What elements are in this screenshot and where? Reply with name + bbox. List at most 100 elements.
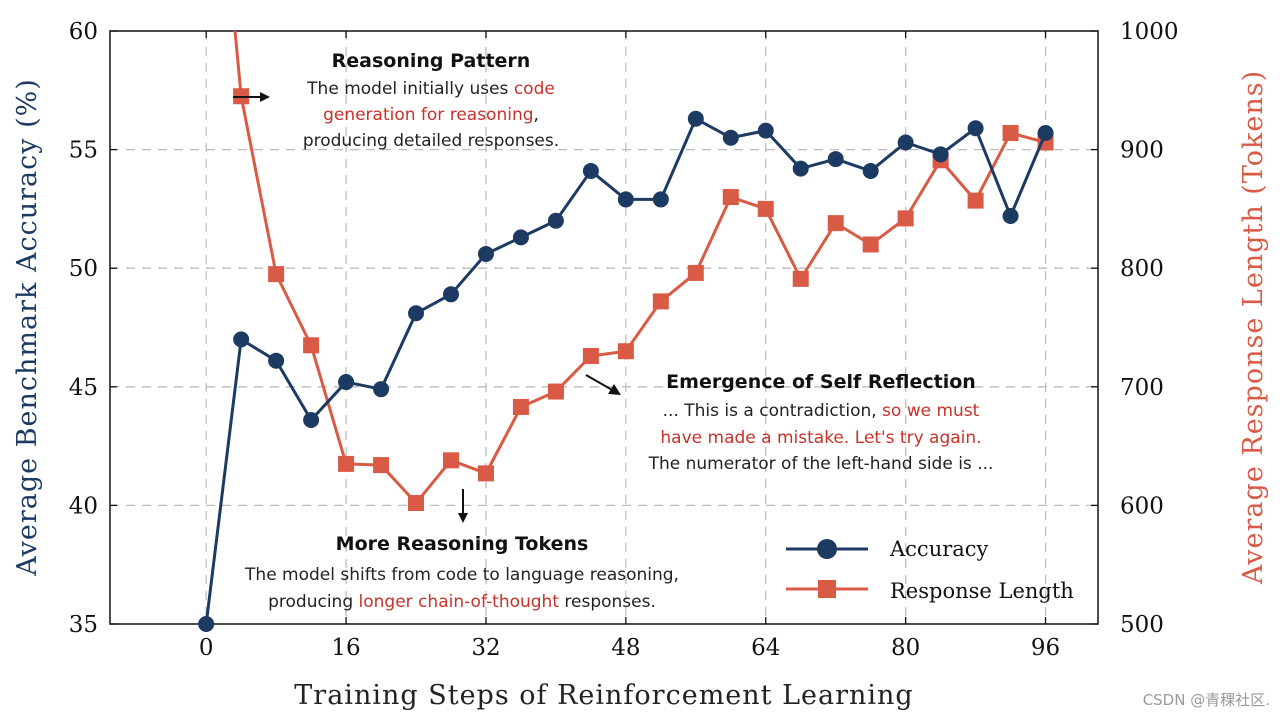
data-point-accuracy [547,212,564,229]
right-y-tick-label: 600 [1120,493,1164,519]
data-point-response-length [617,343,634,360]
annotation-title: More Reasoning Tokens [336,533,589,555]
data-point-response-length [1002,124,1019,141]
x-tick-label: 0 [199,635,214,661]
series-response-length [233,31,1054,512]
left-y-axis-title: Average Benchmark Accuracy (%) [12,78,43,577]
data-point-accuracy [198,616,215,632]
right-y-tick-label: 900 [1120,138,1164,164]
right-y-tick-label: 800 [1120,256,1164,282]
x-axis-title: Training Steps of Reinforcement Learning [294,680,913,711]
annotation-more-tokens: More Reasoning Tokens The model shifts f… [244,489,679,612]
data-point-accuracy [932,146,949,163]
annotation-line: ... This is a contradiction, so we must [663,401,980,421]
series-layer [198,31,1054,632]
data-point-accuracy [1037,124,1054,141]
data-point-accuracy [408,305,425,322]
arrow-down-right-icon [585,374,615,392]
x-tick-label: 32 [471,635,500,661]
plot-frame [109,30,1099,625]
legend: Accuracy Response Length [786,537,1074,603]
right-y-axis-title: Average Response Length (Tokens) [1238,70,1269,585]
data-point-accuracy [338,374,355,391]
annotation-line: The model initially uses code [306,79,555,99]
series-accuracy [198,110,1054,632]
annotation-line: generation for reasoning, [323,105,539,125]
annotation-title: Reasoning Pattern [332,50,531,72]
data-point-response-length [897,210,914,227]
x-tick-label: 96 [1031,635,1060,661]
right-y-tick-label: 700 [1120,375,1164,401]
data-point-accuracy [792,160,809,177]
data-point-response-length [862,236,879,253]
left-y-tick-label: 50 [69,256,98,282]
data-point-response-length [687,264,704,281]
annotation-line: have made a mistake. Let's try again. [660,428,981,448]
data-point-response-length [547,383,564,400]
data-point-response-length [338,455,355,472]
annotation-line: producing detailed responses. [303,131,559,151]
arrow-head-icon [458,513,468,523]
left-y-tick-label: 35 [69,612,98,638]
data-point-accuracy [442,286,459,303]
data-point-response-length [512,398,529,415]
data-point-accuracy [967,120,984,137]
left-y-axis-ticks: 35 40 45 50 55 60 [69,19,117,638]
data-point-accuracy [862,162,879,179]
annotation-reasoning-pattern: Reasoning Pattern The model initially us… [233,50,559,151]
right-y-axis-ticks: 500 600 700 800 900 1000 [1091,19,1179,638]
data-point-accuracy [652,191,669,208]
data-point-response-length [722,189,739,206]
x-axis-ticks: 0 16 32 48 64 80 96 [199,31,1060,661]
data-point-accuracy [897,134,914,151]
data-point-accuracy [303,412,320,429]
data-point-accuracy [373,381,390,398]
grid-lines [110,31,1098,624]
data-point-response-length [373,457,390,474]
data-point-response-length [757,200,774,217]
right-y-tick-label: 1000 [1120,19,1179,45]
data-point-response-length [477,465,494,482]
data-point-response-length [582,347,599,364]
data-point-response-length [827,215,844,232]
right-y-tick-label: 500 [1120,612,1164,638]
x-tick-label: 80 [891,635,920,661]
arrow-head-icon [608,384,621,395]
data-point-response-length [408,495,425,512]
annotation-line: The model shifts from code to language r… [244,565,679,585]
data-point-response-length [967,192,984,209]
watermark: CSDN @青稞社区. [1143,691,1270,709]
left-y-tick-label: 55 [69,138,98,164]
data-point-accuracy [827,151,844,168]
annotation-title: Emergence of Self Reflection [666,371,976,393]
arrow-head-icon [260,92,270,102]
data-point-accuracy [617,191,634,208]
data-point-accuracy [582,162,599,179]
data-point-accuracy [1002,208,1019,225]
data-point-accuracy [233,331,250,348]
data-point-response-length [442,452,459,469]
data-point-response-length [792,270,809,287]
x-tick-label: 16 [331,635,360,661]
annotation-self-reflection: Emergence of Self Reflection ... This is… [585,371,994,474]
legend-accuracy-marker [817,539,837,559]
data-point-accuracy [722,129,739,146]
annotation-line: producing longer chain-of-thought respon… [268,592,656,612]
data-point-accuracy [268,352,285,369]
legend-accuracy-label: Accuracy [889,537,989,561]
annotation-line: The numerator of the left-hand side is .… [648,454,994,474]
data-point-accuracy [477,245,494,262]
x-tick-label: 64 [751,635,780,661]
data-point-response-length [652,293,669,310]
data-point-response-length [303,337,320,354]
data-point-accuracy [512,229,529,246]
x-tick-label: 48 [611,635,640,661]
left-y-tick-label: 60 [69,19,98,45]
left-y-tick-label: 45 [69,375,98,401]
data-point-accuracy [757,122,774,139]
data-point-response-length [268,266,285,283]
left-y-tick-label: 40 [69,493,98,519]
legend-response-marker [818,580,836,598]
legend-response-label: Response Length [890,579,1074,603]
